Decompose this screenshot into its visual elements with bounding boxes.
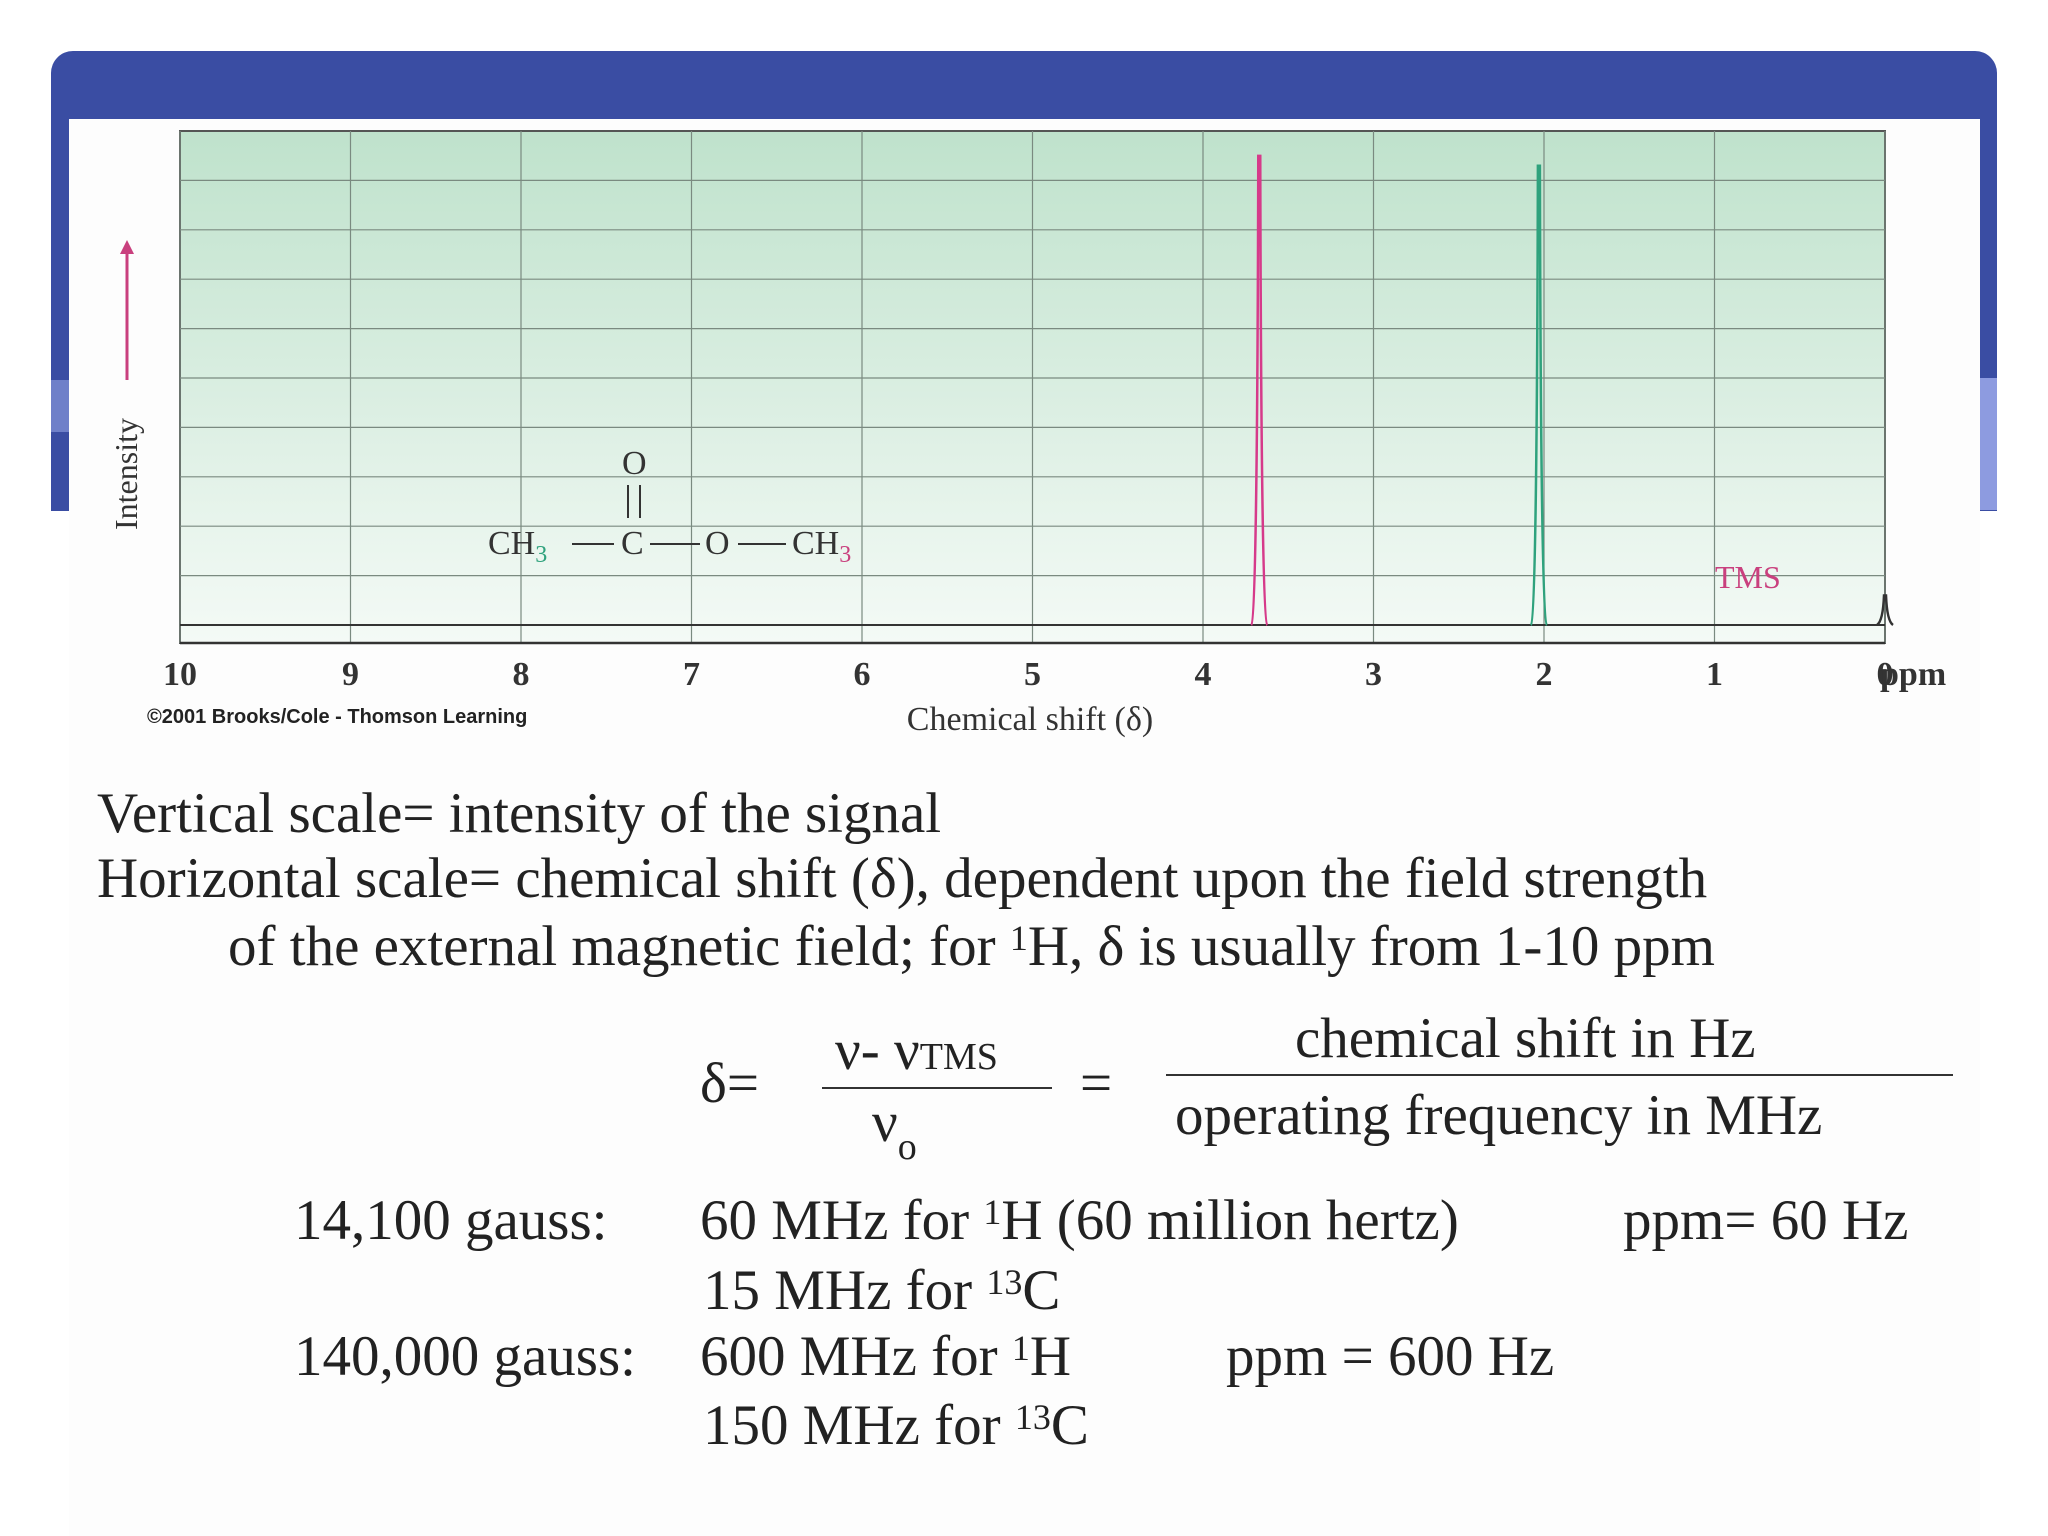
x-tick-labels: 10 9 8 7 6 5 4 3 2 1 0 <box>163 656 1894 693</box>
y-axis-label-group: Intensity <box>108 240 144 530</box>
ester-oxygen: O <box>705 525 730 562</box>
left-methyl: CH3 <box>488 525 547 568</box>
copyright-text: ©2001 Brooks/Cole - Thomson Learning <box>147 706 527 728</box>
x-tick-label: 7 <box>683 656 700 693</box>
carbonyl-oxygen: O <box>622 445 647 482</box>
spectrum-peak <box>1876 594 1894 627</box>
x-tick-label: 1 <box>1706 656 1723 693</box>
y-axis-arrow-head <box>120 240 134 254</box>
x-axis-title: Chemical shift (δ) <box>907 701 1153 738</box>
nmr-spectrum-chart: 10 9 8 7 6 5 4 3 2 1 0 ppm Chemical shift (δ) ©200… <box>108 130 1946 738</box>
x-tick-label: 8 <box>513 656 530 693</box>
frame-right-accent <box>1980 378 1997 510</box>
x-unit-label: ppm <box>1880 656 1946 693</box>
spectrum-peak <box>1250 154 1269 627</box>
methyl-acetate-structure: O CH3 C O CH3 <box>488 445 851 568</box>
spectrum-peak <box>1529 164 1549 627</box>
x-tick-label: 0 <box>1877 656 1894 693</box>
tms-peak-label: TMS <box>1715 559 1781 595</box>
x-tick-label: 4 <box>1195 656 1212 693</box>
x-tick-label: 10 <box>163 656 197 693</box>
spectrum-peaks <box>180 154 1894 627</box>
y-axis-title: Intensity <box>108 418 144 530</box>
x-tick-label: 6 <box>854 656 871 693</box>
x-tick-label: 3 <box>1365 656 1382 693</box>
x-tick-label: 2 <box>1536 656 1553 693</box>
frame-left-accent <box>51 380 69 432</box>
right-methyl: CH3 <box>792 525 851 568</box>
x-tick-label: 9 <box>342 656 359 693</box>
x-tick-label: 5 <box>1024 656 1041 693</box>
carbonyl-carbon: C <box>621 525 644 562</box>
grid-lines <box>179 131 1886 643</box>
